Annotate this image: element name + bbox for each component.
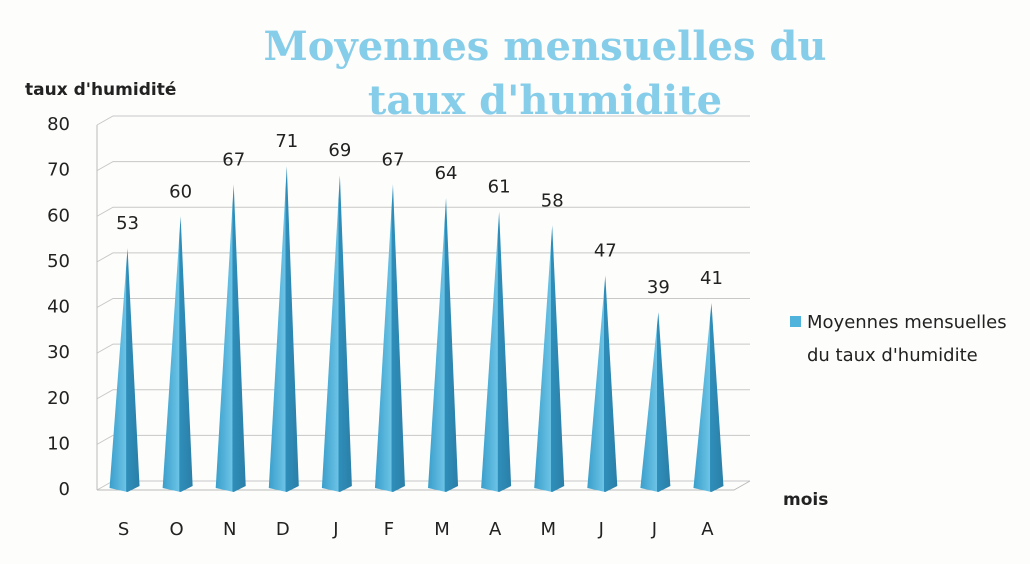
grid-line <box>96 298 750 308</box>
bar <box>693 302 724 492</box>
x-tick-label: A <box>489 519 502 540</box>
grid-line <box>96 115 750 126</box>
y-tick-label: 0 <box>59 479 70 500</box>
bar <box>109 248 140 492</box>
x-axis-label: mois <box>783 490 828 510</box>
data-label: 69 <box>328 140 351 161</box>
y-tick-label: 20 <box>47 388 70 409</box>
data-label: 61 <box>488 177 511 198</box>
grid-line <box>96 343 750 354</box>
bar <box>428 198 459 492</box>
x-tick-label: M <box>434 519 450 540</box>
bar <box>268 166 299 492</box>
chart-title: Moyennes mensuelles du taux d'humidite <box>263 23 827 124</box>
x-tick-label: D <box>276 519 290 540</box>
bar <box>162 216 193 492</box>
data-label: 53 <box>116 213 139 234</box>
grid-line <box>96 161 750 172</box>
legend: Moyennes mensuelles du taux d'humidite <box>790 306 1020 372</box>
grid-line <box>96 252 750 263</box>
bar <box>640 312 671 492</box>
data-label: 71 <box>275 131 298 152</box>
x-tick-label: N <box>223 519 236 540</box>
bar <box>481 211 512 492</box>
data-label: 67 <box>382 149 405 170</box>
grid-line <box>96 389 750 400</box>
y-tick-label: 70 <box>47 160 70 181</box>
legend-label: Moyennes mensuelles du taux d'humidite <box>807 312 1007 366</box>
bar <box>534 225 565 492</box>
legend-key <box>790 316 801 327</box>
data-label: 39 <box>647 277 670 298</box>
bar <box>321 175 352 492</box>
x-tick-label: S <box>118 519 129 540</box>
y-tick-label: 10 <box>47 433 70 454</box>
bar <box>587 275 618 492</box>
y-tick-label: 80 <box>47 114 70 135</box>
x-tick-label: A <box>701 519 714 540</box>
x-tick-label: J <box>651 519 657 540</box>
bar <box>215 184 246 492</box>
y-tick-label: 40 <box>47 297 70 318</box>
x-tick-label: F <box>384 519 394 540</box>
grid-line <box>96 206 750 217</box>
x-tick-label: J <box>598 519 604 540</box>
data-label: 60 <box>169 181 192 202</box>
data-label: 67 <box>222 149 245 170</box>
data-label: 47 <box>594 241 617 262</box>
y-axis-label: taux d'humidité <box>25 80 176 100</box>
y-tick-label: 30 <box>47 342 70 363</box>
data-label: 58 <box>541 190 564 211</box>
bar <box>374 184 405 492</box>
data-label: 41 <box>700 268 723 289</box>
x-tick-label: O <box>170 519 184 540</box>
y-tick-label: 60 <box>47 205 70 226</box>
floor <box>97 480 751 491</box>
y-tick-label: 50 <box>47 251 70 272</box>
x-tick-label: J <box>332 519 338 540</box>
grid-line <box>96 434 750 445</box>
data-label: 64 <box>435 163 458 184</box>
x-tick-label: M <box>540 519 556 540</box>
